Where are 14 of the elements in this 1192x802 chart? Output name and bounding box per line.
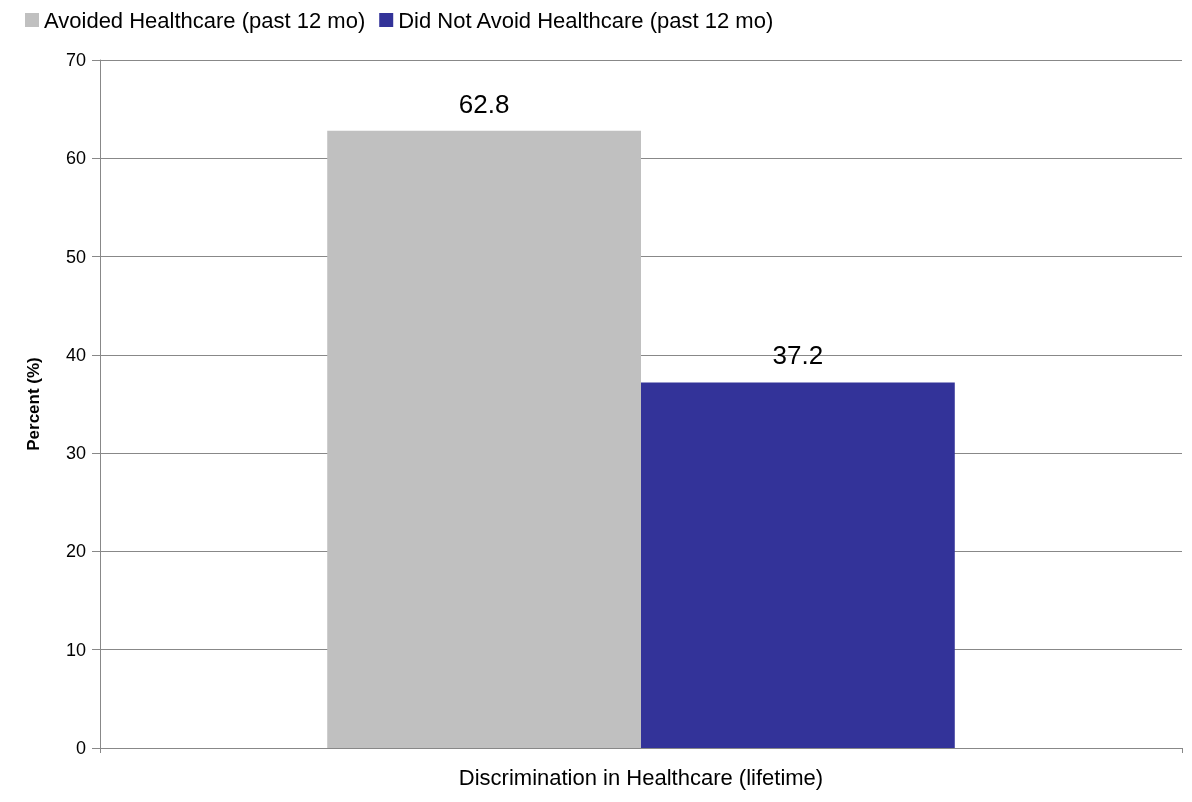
data-label: 37.2 [772,340,824,371]
y-tick-label: 70 [65,50,86,70]
data-label: 62.8 [458,88,510,119]
y-axis-title: Percent (%) [24,357,43,451]
y-tick-label: 40 [65,344,86,365]
legend-label: Did Not Avoid Healthcare (past 12 mo) [398,7,774,33]
y-tick-label: 30 [65,443,86,464]
x-tick-label: Discrimination in Healthcare (lifetime) [458,764,824,790]
y-tick-label: 0 [75,738,86,758]
y-tick-label: 50 [65,246,86,267]
y-tick-label: 60 [65,148,86,169]
y-tick-label: 10 [65,639,86,660]
y-tick-label: 20 [65,541,86,562]
legend-label: Avoided Healthcare (past 12 mo) [44,7,366,33]
